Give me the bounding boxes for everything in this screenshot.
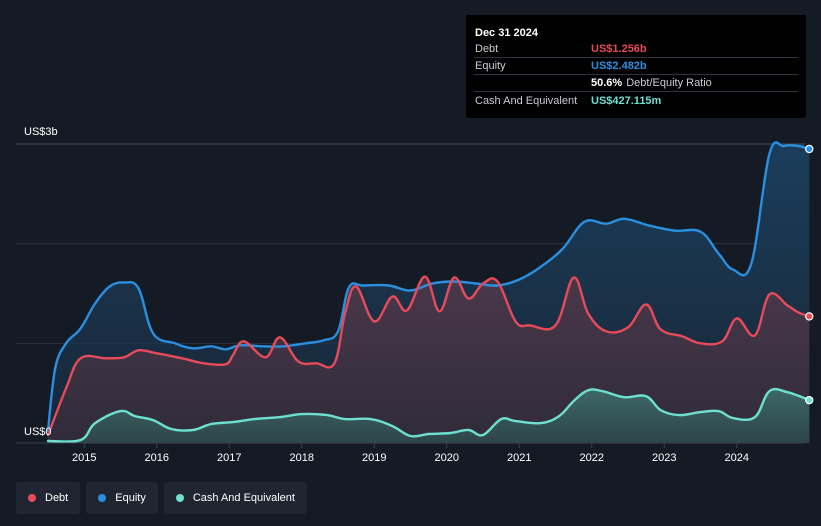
chart-legend: Debt Equity Cash And Equivalent [16, 482, 307, 514]
legend-dot-equity-icon [98, 494, 106, 502]
legend-dot-debt-icon [28, 494, 36, 502]
tooltip-row-ratio: 50.6% Debt/Equity Ratio [474, 75, 798, 92]
tooltip-row-cash: Cash And Equivalent US$427.115m [474, 92, 798, 109]
x-tick-label: 2023 [652, 452, 676, 464]
x-tick-label: 2021 [507, 452, 531, 464]
legend-label-equity: Equity [115, 492, 146, 504]
tooltip-label-cash: Cash And Equivalent [474, 95, 591, 107]
x-tick-label: 2015 [72, 452, 96, 464]
legend-label-cash: Cash And Equivalent [193, 492, 295, 504]
legend-label-debt: Debt [45, 492, 68, 504]
debt-end-marker [806, 313, 813, 320]
cash-end-marker [806, 397, 813, 404]
legend-item-debt[interactable]: Debt [16, 482, 80, 514]
equity-end-marker [806, 145, 813, 152]
tooltip-value-cash: US$427.115m [591, 95, 661, 107]
x-tick-label: 2020 [435, 452, 459, 464]
x-tick-label: 2017 [217, 452, 241, 464]
tooltip-ratio-suffix: Debt/Equity Ratio [626, 77, 712, 89]
y-tick-label-top: US$3b [24, 126, 58, 138]
tooltip-row-equity: Equity US$2.482b [474, 58, 798, 75]
x-tick-label: 2018 [290, 452, 314, 464]
legend-item-cash[interactable]: Cash And Equivalent [164, 482, 307, 514]
x-tick-label: 2024 [725, 452, 749, 464]
tooltip-date: Dec 31 2024 [475, 25, 798, 41]
tooltip-label-equity: Equity [474, 60, 591, 72]
series-areas [48, 142, 809, 443]
x-tick-label: 2022 [580, 452, 604, 464]
tooltip-row-debt: Debt US$1.256b [474, 41, 798, 58]
y-tick-label-bottom: US$0 [24, 426, 52, 438]
tooltip-value-debt: US$1.256b [591, 43, 647, 55]
tooltip-value-ratio: 50.6% [591, 77, 622, 89]
tooltip-panel: Dec 31 2024 Debt US$1.256b Equity US$2.4… [466, 15, 806, 118]
tooltip-value-equity: US$2.482b [591, 60, 647, 72]
tooltip-label-debt: Debt [474, 43, 591, 55]
x-tick-label: 2016 [145, 452, 169, 464]
legend-dot-cash-icon [176, 494, 184, 502]
x-tick-label: 2019 [362, 452, 386, 464]
legend-item-equity[interactable]: Equity [86, 482, 158, 514]
